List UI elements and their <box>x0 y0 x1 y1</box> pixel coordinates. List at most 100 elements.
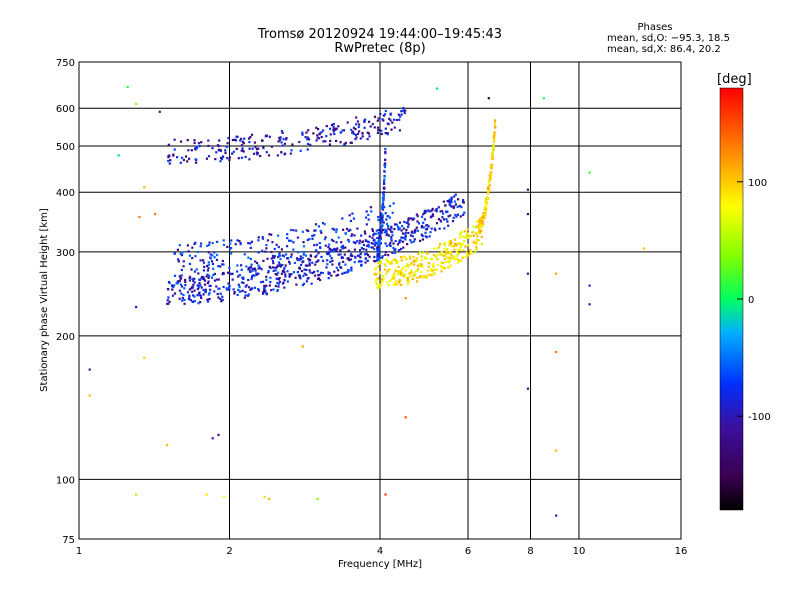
data-point <box>292 241 295 244</box>
x-tick-label: 2 <box>226 546 232 557</box>
data-point <box>286 237 289 240</box>
data-point <box>193 270 196 273</box>
data-point <box>453 200 457 203</box>
data-point <box>407 279 410 283</box>
data-point <box>452 216 455 219</box>
data-point <box>454 193 457 196</box>
data-point <box>213 251 216 254</box>
data-point <box>315 243 318 246</box>
data-point <box>327 246 330 249</box>
data-point <box>250 240 253 243</box>
data-point <box>431 214 435 218</box>
data-point <box>381 216 384 219</box>
data-point <box>416 220 419 223</box>
data-point <box>431 209 434 212</box>
data-point <box>360 234 363 237</box>
data-point <box>381 204 384 207</box>
data-point <box>449 204 452 207</box>
data-point <box>377 287 380 290</box>
data-point <box>439 219 442 222</box>
data-point <box>388 204 392 208</box>
data-point <box>352 241 355 244</box>
data-point <box>271 266 274 269</box>
data-point <box>450 196 453 199</box>
data-point <box>482 214 485 217</box>
data-point <box>432 254 435 257</box>
data-point <box>462 213 465 216</box>
data-point <box>173 292 177 295</box>
data-point <box>245 284 248 287</box>
data-point <box>209 257 212 260</box>
data-point <box>405 258 408 261</box>
data-point <box>351 254 354 257</box>
data-point <box>279 265 282 268</box>
data-point <box>303 268 306 271</box>
data-point <box>215 151 218 154</box>
data-point <box>426 257 429 260</box>
data-point <box>238 239 241 243</box>
data-point <box>187 250 190 253</box>
data-point <box>363 120 366 123</box>
data-point <box>316 270 319 273</box>
data-point <box>175 282 178 285</box>
x-tick-label: 8 <box>527 546 533 557</box>
data-point <box>348 229 352 232</box>
data-point <box>268 233 271 236</box>
data-point <box>406 243 409 246</box>
data-point <box>206 264 209 268</box>
data-point <box>275 273 279 276</box>
data-point <box>166 302 169 305</box>
data-point <box>268 135 271 138</box>
data-point <box>265 284 268 287</box>
data-point <box>237 288 240 291</box>
data-point <box>273 254 277 258</box>
data-point <box>217 265 220 268</box>
data-point <box>206 244 209 247</box>
data-point <box>480 243 483 246</box>
data-point <box>241 140 244 143</box>
data-point <box>219 292 222 295</box>
data-point <box>348 259 351 262</box>
data-point <box>281 270 284 273</box>
data-point <box>158 110 161 113</box>
data-point <box>359 253 362 256</box>
data-point <box>391 260 394 263</box>
x-tick-label: 1 <box>76 546 82 557</box>
data-point <box>243 137 246 140</box>
data-point <box>341 217 344 220</box>
data-point <box>212 267 215 270</box>
data-point <box>284 275 287 278</box>
data-point <box>302 245 306 248</box>
data-point <box>387 234 390 237</box>
data-point <box>272 288 275 291</box>
data-point <box>377 216 380 219</box>
data-point <box>395 261 398 264</box>
data-point <box>394 251 397 254</box>
data-point <box>290 255 293 258</box>
data-point <box>302 274 305 278</box>
data-point <box>449 214 452 217</box>
data-point <box>191 300 194 303</box>
data-point <box>426 210 429 213</box>
data-point <box>298 140 301 144</box>
data-point <box>333 228 336 231</box>
data-point <box>315 254 318 257</box>
data-point <box>271 259 275 263</box>
y-tick-label: 200 <box>56 332 75 343</box>
data-point <box>464 236 467 239</box>
data-point <box>330 123 334 127</box>
data-point <box>226 288 229 291</box>
data-point <box>421 234 424 238</box>
data-point <box>302 241 305 244</box>
data-point <box>381 208 384 211</box>
data-point <box>233 138 236 141</box>
data-point <box>493 131 496 134</box>
data-point <box>188 296 191 299</box>
data-point <box>489 174 492 177</box>
data-point <box>267 271 270 274</box>
data-point <box>352 126 356 129</box>
data-point <box>422 251 425 254</box>
data-point <box>228 285 231 288</box>
data-point <box>377 265 380 268</box>
data-point <box>472 234 475 237</box>
